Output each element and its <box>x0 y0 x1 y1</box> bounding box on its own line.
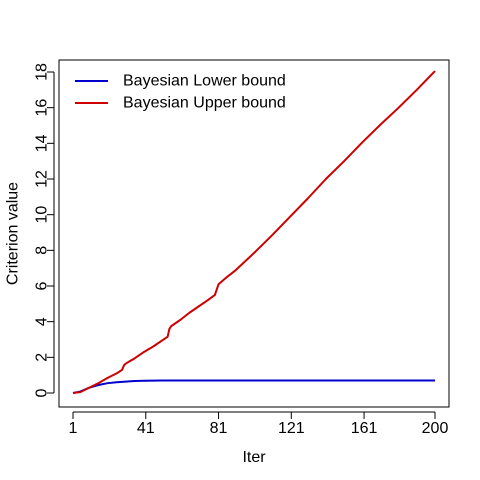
y-tick-label: 4 <box>34 317 51 326</box>
series-line-lower-bound <box>72 379 435 394</box>
y-tick-label: 2 <box>34 353 51 362</box>
x-axis: 1 41 81 121 161 200 <box>69 411 449 437</box>
y-tick-label: 10 <box>34 206 51 224</box>
legend-label: Bayesian Upper bound <box>123 95 286 112</box>
x-tick-label: 161 <box>351 420 378 437</box>
y-tick-label: 14 <box>34 134 51 152</box>
x-tick-label: 81 <box>210 420 228 437</box>
y-axis-label: Criterion value <box>5 182 22 285</box>
x-tick-label: 1 <box>69 420 78 437</box>
legend: Bayesian Lower bound Bayesian Upper bound <box>75 73 286 112</box>
legend-label: Bayesian Lower bound <box>123 73 286 90</box>
y-tick-label: 18 <box>34 63 51 81</box>
y-tick-label: 16 <box>34 99 51 117</box>
x-tick-label: 200 <box>422 420 449 437</box>
plot-frame <box>58 59 450 408</box>
y-tick-label: 12 <box>34 170 51 188</box>
y-axis: 0 2 4 6 8 10 12 14 16 18 <box>34 63 55 397</box>
x-tick-label: 41 <box>137 420 155 437</box>
x-tick-label: 121 <box>278 420 305 437</box>
series-line-upper-bound <box>72 70 436 394</box>
y-tick-label: 0 <box>34 388 51 397</box>
x-axis-label: Iter <box>242 449 266 466</box>
series-layer <box>72 70 436 394</box>
y-tick-label: 6 <box>34 281 51 290</box>
y-tick-label: 8 <box>34 246 51 255</box>
